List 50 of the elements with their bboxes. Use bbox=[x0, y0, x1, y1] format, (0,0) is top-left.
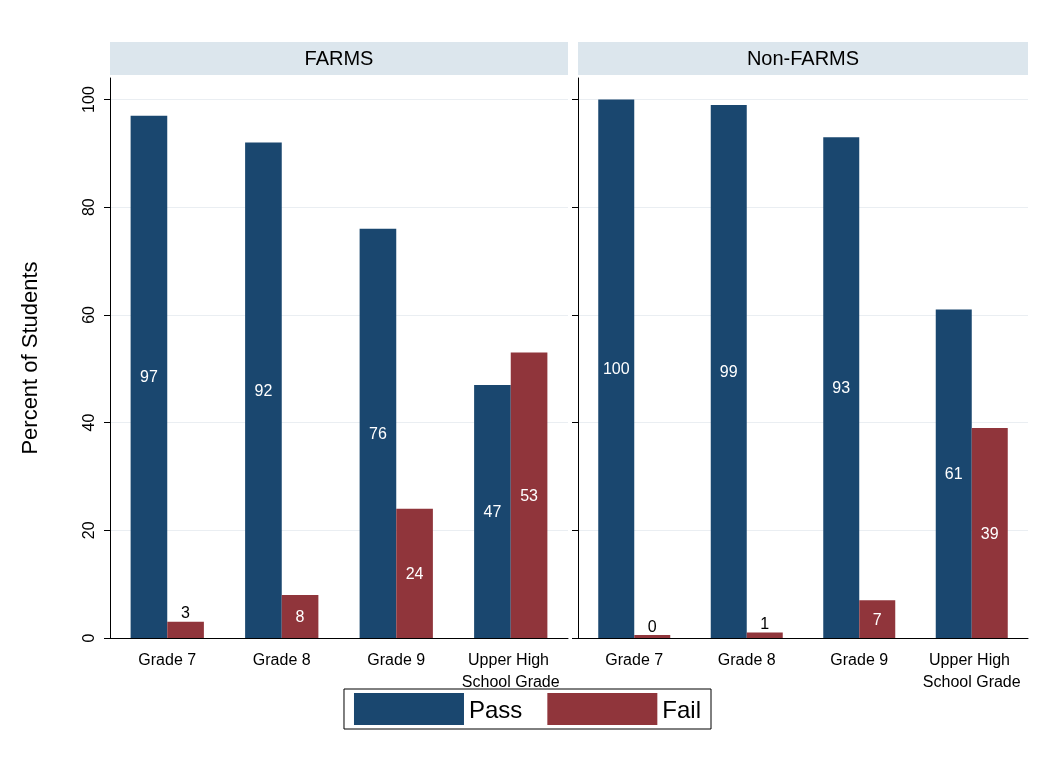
y-tick-label: 20 bbox=[79, 521, 97, 540]
y-tick-label: 60 bbox=[79, 305, 97, 324]
bar bbox=[167, 621, 204, 638]
bar bbox=[710, 104, 747, 638]
bar bbox=[823, 137, 860, 638]
data-label: 97 bbox=[140, 368, 158, 386]
chart-title: Non-FARMS bbox=[578, 42, 1028, 75]
x-tick-label: Grade 7 bbox=[605, 650, 664, 668]
data-label: 47 bbox=[483, 502, 502, 520]
x-tick-label: Upper High School Grade bbox=[461, 650, 560, 690]
y-tick-label: 0 bbox=[79, 633, 97, 643]
x-tick-label: Grade 8 bbox=[717, 650, 776, 668]
data-label: 100 bbox=[602, 360, 630, 378]
bar bbox=[474, 384, 511, 638]
data-label: 61 bbox=[944, 465, 963, 483]
bar bbox=[281, 594, 319, 638]
x-tick-label: Grade 8 bbox=[252, 650, 311, 668]
chart-title: FARMS bbox=[110, 42, 568, 75]
data-label: 53 bbox=[520, 486, 539, 504]
data-label: 3 bbox=[181, 604, 191, 622]
bar bbox=[746, 632, 783, 638]
data-label: 93 bbox=[832, 379, 851, 397]
legend-label: Pass bbox=[468, 695, 523, 723]
y-tick-label: 80 bbox=[79, 198, 97, 217]
bar bbox=[971, 428, 1008, 638]
bar bbox=[598, 99, 635, 638]
data-label: 99 bbox=[719, 362, 738, 380]
x-tick-label: Upper High School Grade bbox=[922, 650, 1021, 690]
data-label: 1 bbox=[760, 615, 770, 633]
bar bbox=[245, 142, 282, 638]
data-label: 24 bbox=[405, 564, 424, 582]
bar bbox=[359, 228, 397, 638]
data-label: 7 bbox=[872, 610, 882, 628]
data-label: 92 bbox=[254, 381, 273, 399]
bar bbox=[859, 600, 896, 638]
y-tick-label: 40 bbox=[79, 413, 97, 432]
data-label: 39 bbox=[980, 524, 999, 542]
bar bbox=[935, 309, 972, 638]
x-tick-label: Grade 7 bbox=[138, 650, 197, 668]
y-axis-title: Percent of Students bbox=[16, 261, 42, 455]
data-label: 0 bbox=[647, 617, 657, 635]
legend-label: Fail bbox=[662, 695, 702, 723]
y-tick-label: 100 bbox=[79, 86, 97, 113]
x-tick-label: Grade 9 bbox=[367, 650, 426, 668]
bar bbox=[396, 508, 433, 638]
data-label: 8 bbox=[295, 607, 305, 625]
bar bbox=[510, 352, 548, 638]
x-tick-label: Grade 9 bbox=[830, 650, 889, 668]
bar bbox=[130, 115, 168, 638]
data-label: 76 bbox=[369, 424, 387, 442]
